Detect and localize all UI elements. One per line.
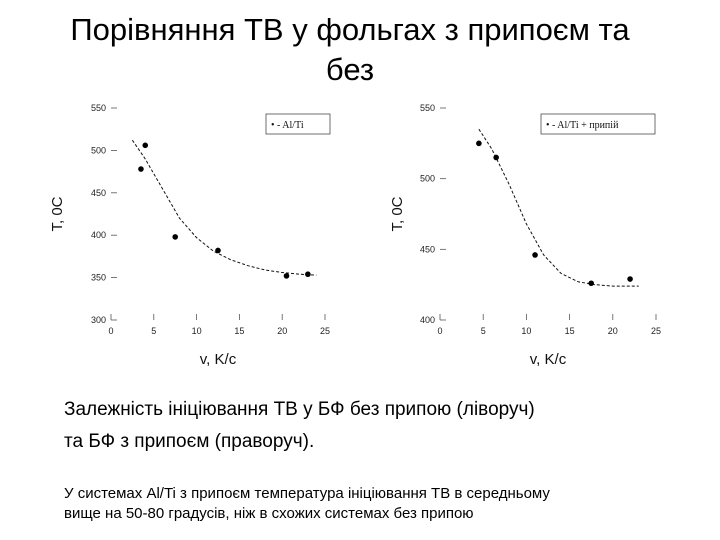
data-point [283,273,290,279]
y-tick-label: 400 [420,315,435,325]
fit-curve [478,128,639,287]
slide-title-line-2: без [325,52,375,87]
chart-with-solder: 400 450 500 550 0 5 10 15 20 25 • - Al/Ti + припій… [389,103,661,368]
chart-panel-with-solder: 400 450 500 550 0 5 10 15 20 25 • - Al/Ti + припій… [388,100,673,378]
data-point [588,280,594,287]
chart-without-solder: 300 350 400 450 500 550 0 5 10 15 20 25 • - Al/Ti T, … [49,103,331,368]
note-line-2: вище на 50-80 градусів, ніж в схожих сис… [64,505,474,522]
legend: • - Al/Ti + припій [540,113,656,135]
x-axis-label: v, K/c [200,351,237,368]
data-point [215,247,221,254]
caption-line-2: та БФ з припоєм (праворуч). [64,431,315,452]
slide-caption: Залежність ініціювання ТВ у БФ без припо… [64,394,704,458]
legend: • - Al/Ti [265,113,331,135]
y-tick-label: 450 [91,188,106,198]
x-tick-label: 10 [192,326,202,336]
legend-entry: • - Al/Ti [271,120,304,131]
x-tick-label: 5 [481,326,486,336]
x-tick-label: 15 [565,326,575,336]
data-point [532,252,538,258]
data-point [142,142,149,149]
fit-curve [131,139,317,276]
data-point [138,166,144,172]
slide-title-line-1: Порівняння ТВ у фольгах з припоєм та [70,12,630,47]
y-tick-label: 300 [91,315,106,325]
data-point [627,276,633,282]
x-tick-label: 0 [437,326,442,336]
x-tick-label: 0 [108,326,113,336]
y-tick-label: 550 [91,103,106,113]
legend-box [265,113,331,135]
slide-note: У системах Al/Ti з припоєм температура і… [64,484,704,524]
data-point [172,234,178,240]
x-tick-label: 20 [608,326,618,336]
y-tick-label: 500 [420,174,435,184]
data-point [305,271,311,278]
y-tick-label: 550 [420,103,435,113]
note-line-1: У системах Al/Ti з припоєм температура і… [64,485,550,502]
x-tick-label: 25 [651,326,661,336]
y-tick-label: 400 [91,230,106,240]
x-tick-label: 5 [151,326,156,336]
y-axis-label: T, 0C [389,196,406,231]
legend-entry: • - Al/Ti + припій [546,120,619,131]
x-tick-label: 25 [320,326,330,336]
y-tick-label: 350 [91,273,106,283]
y-tick-label: 450 [420,244,435,254]
x-tick-label: 20 [277,326,287,336]
y-tick-label: 500 [91,145,106,155]
y-axis-label: T, 0C [49,196,66,231]
chart-panel-without-solder: 300 350 400 450 500 550 0 5 10 15 20 25 • - Al/Ti T, … [48,100,336,378]
x-tick-label: 15 [234,326,244,336]
x-tick-label: 10 [521,326,531,336]
caption-line-1: Залежність ініціювання ТВ у БФ без припо… [64,399,535,420]
x-axis-label: v, K/c [530,351,567,368]
slide-title: Порівняння ТВ у фольгах з припоєм та без [30,10,670,90]
data-point [476,140,482,147]
legend-box [540,113,656,135]
data-point [493,154,499,161]
